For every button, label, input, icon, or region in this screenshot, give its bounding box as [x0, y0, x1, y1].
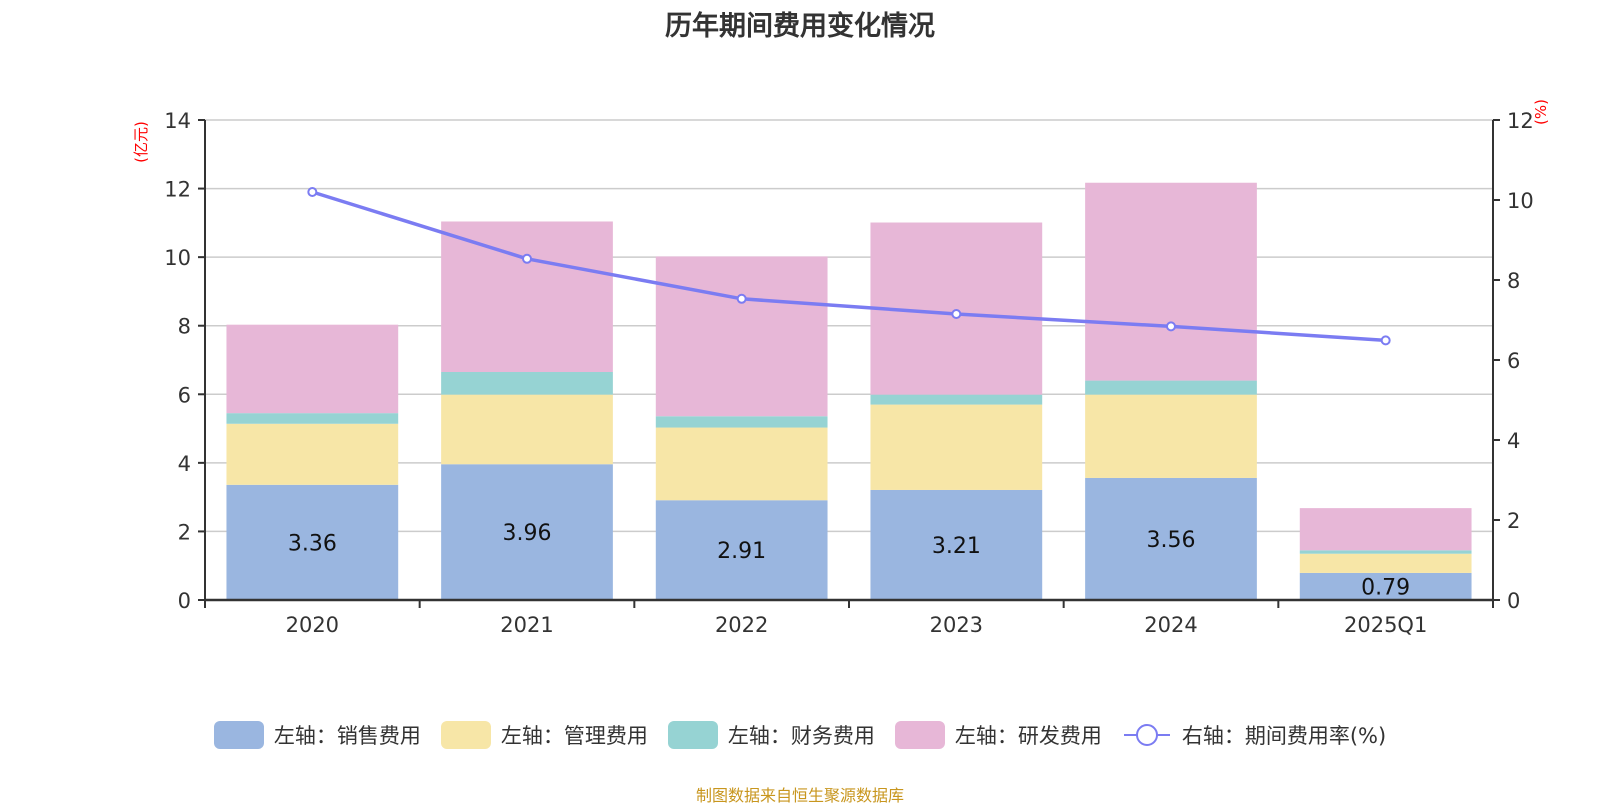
- line-point[interactable]: [1166, 321, 1176, 332]
- bar-segment[interactable]: [870, 489, 1043, 600]
- bar-segment[interactable]: [655, 427, 828, 501]
- bar-segment[interactable]: [226, 413, 399, 424]
- bar-data-label: 0.79: [1361, 575, 1410, 600]
- gridlines: [205, 119, 1493, 533]
- bar-segment[interactable]: [1299, 572, 1472, 600]
- legend: 左轴：销售费用 左轴：管理费用 左轴：财务费用 左轴：研发费用 右轴：期间费用率(%): [0, 720, 1600, 750]
- legend-swatch: [213, 721, 264, 749]
- bar-segment[interactable]: [1299, 550, 1472, 554]
- axes: 0 2 4 6 8 10 12 14 0 2 4 6 8 10 12 2020 2021 2022 2023 2024…: [164, 109, 1533, 637]
- line-point[interactable]: [951, 309, 962, 319]
- x-axis-tick-label: 2023: [930, 613, 983, 637]
- bar-data-label: 3.21: [932, 534, 981, 559]
- right-axis-tick-label: 8: [1507, 269, 1520, 293]
- right-axis-tick-label: 12: [1507, 109, 1534, 133]
- bar-segment[interactable]: [441, 464, 613, 600]
- right-axis-tick-label: 6: [1507, 349, 1520, 373]
- line-point[interactable]: [1380, 335, 1391, 346]
- bar-data-label: 3.56: [1147, 528, 1196, 553]
- legend-label: 左轴：研发费用: [954, 724, 1102, 748]
- bar-segment[interactable]: [1085, 394, 1257, 478]
- chart-title: 历年期间费用变化情况: [665, 11, 935, 42]
- left-axis-tick-label: 2: [178, 520, 191, 544]
- bar-segment[interactable]: [1299, 508, 1472, 551]
- legend-line-marker-icon: [1123, 724, 1170, 746]
- left-axis-tick-label: 6: [178, 383, 191, 407]
- left-axis-tick-label: 14: [164, 109, 191, 133]
- bar-segment[interactable]: [1085, 380, 1257, 395]
- bar-segment[interactable]: [870, 404, 1043, 490]
- left-axis-unit-label: (亿元): [132, 121, 150, 163]
- line-point[interactable]: [522, 253, 532, 264]
- line-point[interactable]: [307, 187, 318, 197]
- bar-segment[interactable]: [655, 256, 828, 417]
- right-axis-tick-label: 0: [1507, 589, 1520, 613]
- left-axis-tick-label: 0: [178, 589, 191, 613]
- bar-segment[interactable]: [655, 500, 828, 600]
- bar-data-label: 3.96: [503, 521, 552, 546]
- bar-segment[interactable]: [870, 394, 1043, 405]
- legend-label: 左轴：管理费用: [500, 724, 648, 748]
- right-axis-tick-label: 2: [1507, 509, 1520, 533]
- bar-segment[interactable]: [1085, 477, 1257, 600]
- left-axis-tick-label: 12: [164, 178, 191, 202]
- bar-segment[interactable]: [655, 416, 828, 428]
- bar-segment[interactable]: [226, 484, 399, 600]
- legend-swatch: [894, 721, 945, 749]
- bar-data-label: 2.91: [717, 539, 766, 564]
- x-axis-tick-label: 2021: [500, 613, 553, 637]
- x-axis-tick-label: 2020: [286, 613, 339, 637]
- legend-item[interactable]: 右轴：期间费用率(%): [1122, 720, 1386, 750]
- x-axis-tick-label: 2022: [715, 613, 768, 637]
- legend-item[interactable]: 左轴：管理费用: [440, 720, 648, 750]
- legend-label: 右轴：期间费用率(%): [1181, 724, 1387, 748]
- x-axis-tick-label: 2025Q1: [1344, 613, 1427, 637]
- right-axis-tick-label: 10: [1507, 189, 1534, 213]
- data-source-footer: 制图数据来自恒生聚源数据库: [695, 786, 904, 805]
- left-axis-tick-label: 10: [164, 246, 191, 270]
- line-point[interactable]: [736, 293, 747, 304]
- bar-data-labels: 3.36 3.96 2.91 3.21 3.56 0.79: [288, 521, 1410, 600]
- bar-segment[interactable]: [1085, 182, 1257, 381]
- legend-item[interactable]: 左轴：财务费用: [667, 720, 875, 750]
- x-axis-tick-label: 2024: [1144, 613, 1197, 637]
- bar-segment[interactable]: [226, 324, 399, 414]
- line-series: [307, 187, 1391, 346]
- left-axis-tick-label: 4: [178, 452, 191, 476]
- legend-swatch: [440, 721, 491, 749]
- bar-segment[interactable]: [441, 221, 613, 372]
- bar-series: [226, 182, 1472, 600]
- right-axis-tick-label: 4: [1507, 429, 1520, 453]
- legend-item[interactable]: 左轴：销售费用: [213, 720, 421, 750]
- legend-swatch: [667, 721, 718, 749]
- right-axis-unit-label: (%): [1532, 99, 1550, 125]
- bar-segment[interactable]: [1299, 553, 1472, 573]
- legend-label: 左轴：销售费用: [273, 724, 421, 748]
- bar-segment[interactable]: [441, 372, 613, 395]
- left-axis-tick-label: 8: [178, 315, 191, 339]
- rate-line: [311, 190, 1386, 343]
- legend-label: 左轴：财务费用: [727, 724, 875, 748]
- bar-data-label: 3.36: [288, 531, 337, 556]
- bar-segment[interactable]: [226, 423, 399, 485]
- bar-segment[interactable]: [441, 394, 613, 465]
- legend-item[interactable]: 左轴：研发费用: [894, 720, 1102, 750]
